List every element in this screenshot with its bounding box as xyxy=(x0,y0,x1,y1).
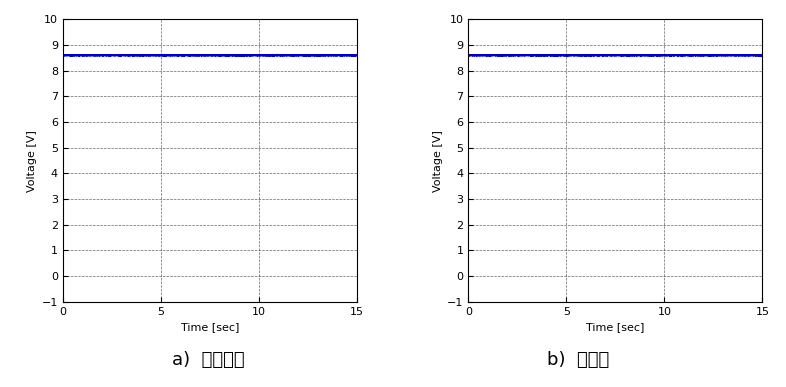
X-axis label: Time [sec]: Time [sec] xyxy=(181,322,239,332)
Y-axis label: Voltage [V]: Voltage [V] xyxy=(28,130,38,192)
Text: b)  동기반: b) 동기반 xyxy=(546,351,609,369)
Text: a)  발전기반: a) 발전기반 xyxy=(172,351,244,369)
Y-axis label: Voltage [V]: Voltage [V] xyxy=(433,130,443,192)
X-axis label: Time [sec]: Time [sec] xyxy=(586,322,645,332)
